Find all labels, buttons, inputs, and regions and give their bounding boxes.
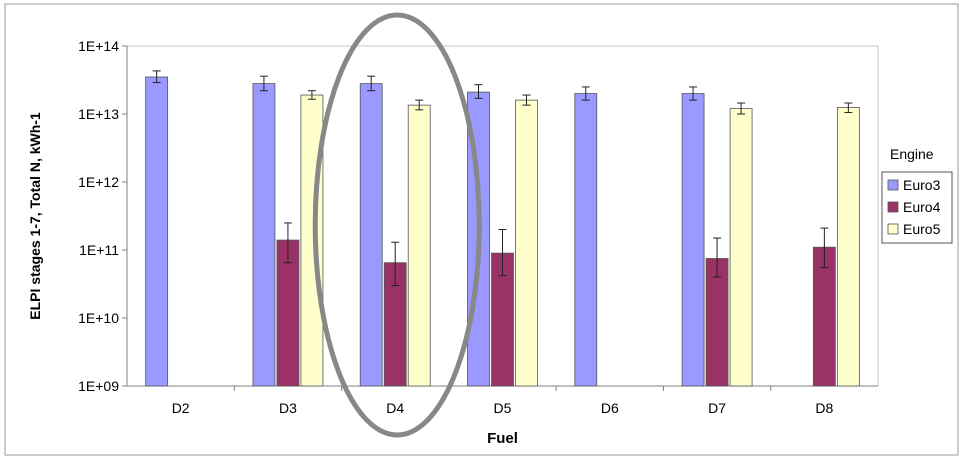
error-bar [307, 90, 316, 100]
x-axis-label: Fuel [487, 430, 518, 447]
y-tick-label: 1E+09 [78, 378, 119, 394]
y-tick-label: 1E+12 [78, 174, 119, 190]
x-tick-label: D8 [815, 400, 833, 416]
error-bar [713, 237, 722, 278]
y-tick-label: 1E+13 [78, 106, 119, 122]
error-bar [581, 86, 590, 101]
x-tick-label: D4 [386, 400, 404, 416]
bar-euro3-d4 [359, 83, 383, 387]
error-bar [152, 70, 161, 84]
legend-item-euro4: Euro4 [887, 199, 941, 215]
bar-euro5-d3 [300, 94, 324, 387]
error-bar [367, 75, 376, 92]
bar-euro3-d7 [681, 93, 705, 387]
bar-euro4-d7 [705, 258, 729, 387]
legend-item-euro5: Euro5 [887, 221, 941, 237]
legend-swatch [887, 179, 899, 191]
legend-label: Euro4 [903, 199, 941, 215]
error-bars-group [152, 70, 853, 287]
x-axis-ticks: D2 D3 D4 D5 D6 D7 D8 [172, 386, 834, 416]
bar-euro5-d5 [515, 99, 538, 387]
bar-euro5-d4 [407, 104, 431, 387]
legend-label: Euro5 [903, 221, 941, 237]
y-tick-label: 1E+14 [78, 38, 119, 54]
bar-euro3-d3 [252, 83, 276, 387]
y-axis-ticks: 1E+09 1E+10 1E+11 1E+12 1E+13 1E+14 [78, 38, 127, 394]
error-bar [498, 229, 507, 277]
error-bar [737, 102, 746, 115]
error-bar [522, 94, 531, 106]
legend-swatch [887, 201, 899, 213]
highlight-ellipse [312, 12, 482, 438]
legend-label: Euro3 [903, 177, 941, 193]
bar-euro3-d6 [574, 93, 598, 387]
legend-item-euro3: Euro3 [887, 177, 941, 193]
error-bar [820, 227, 829, 269]
x-tick-label: D3 [279, 400, 297, 416]
y-tick-label: 1E+10 [78, 310, 119, 326]
error-bar [283, 222, 292, 264]
chart-border [4, 3, 959, 456]
legend: Engine Euro3 Euro4 Euro5 [881, 146, 953, 244]
bars-group [145, 76, 860, 387]
error-bar [844, 102, 853, 114]
x-tick-label: D5 [494, 400, 512, 416]
error-bar [689, 86, 698, 101]
error-bar [391, 241, 400, 287]
legend-swatch [887, 223, 899, 235]
y-tick-label: 1E+11 [79, 242, 119, 258]
bar-euro5-d7 [729, 108, 753, 387]
error-bar [415, 99, 424, 111]
error-bar [259, 75, 268, 92]
x-tick-label: D6 [601, 400, 619, 416]
y-axis-label: ELPI stages 1-7, Total N, kWh-1 [27, 112, 43, 320]
x-tick-label: D2 [172, 400, 190, 416]
annotation-layer [312, 12, 482, 438]
bar-euro3-d2 [145, 76, 169, 387]
bar-euro5-d8 [836, 107, 860, 387]
x-tick-label: D7 [708, 400, 726, 416]
error-bar [474, 84, 483, 99]
legend-title: Engine [890, 146, 934, 162]
